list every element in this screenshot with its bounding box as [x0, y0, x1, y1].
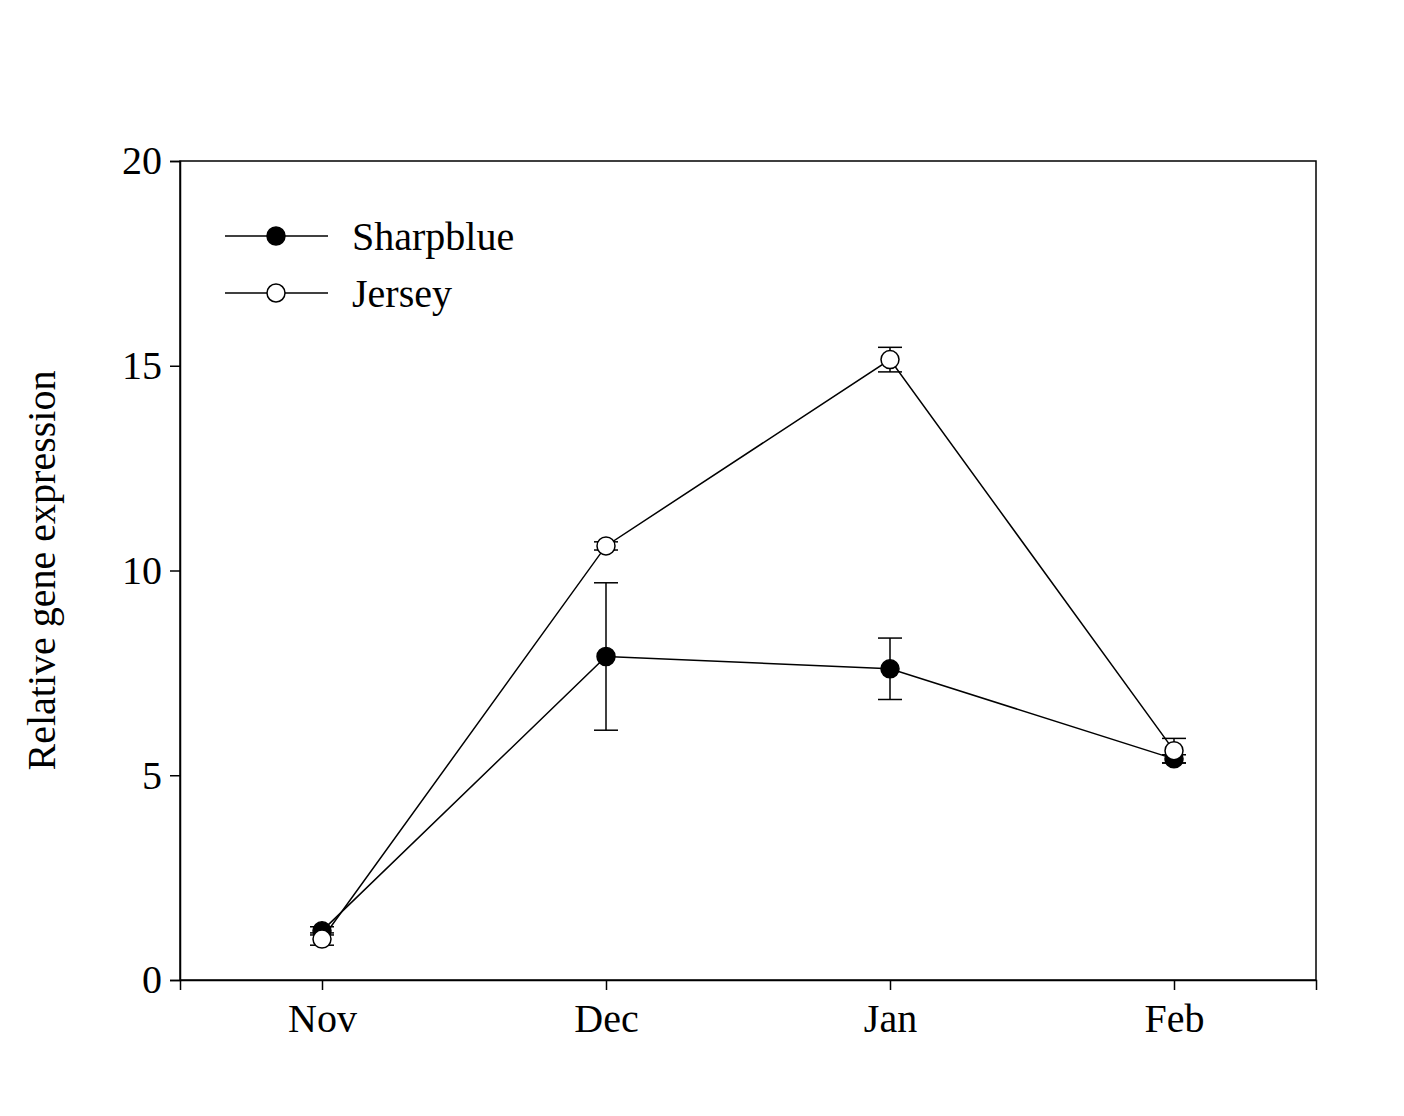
data-point [1165, 742, 1183, 760]
legend-label: Jersey [352, 271, 452, 316]
data-point [313, 930, 331, 948]
error-bar [878, 638, 902, 699]
y-tick-mark [170, 980, 180, 982]
x-tick-label: Jan [864, 996, 917, 1041]
x-tick-label: Dec [574, 996, 638, 1041]
y-tick-label: 0 [142, 957, 162, 1002]
error-cap [594, 729, 618, 731]
y-tick-label: 10 [122, 548, 162, 593]
error-cap [594, 582, 618, 584]
data-point [881, 660, 899, 678]
y-tick: 5 [142, 753, 180, 798]
x-tick: Dec [574, 980, 638, 1041]
x-tick-mark [606, 980, 608, 990]
series-line [322, 656, 1174, 930]
x-tick-mark [1174, 980, 1176, 990]
data-point [881, 351, 899, 369]
legend-marker [267, 284, 285, 302]
chart: 0 5 10 15 20 Nov Dec Jan Feb Relative gene expres… [0, 0, 1404, 1116]
error-bar [594, 583, 618, 730]
y-axis-title: Relative gene expression [19, 371, 64, 771]
y-tick: 20 [122, 138, 180, 183]
y-tick-label: 20 [122, 138, 162, 183]
x-tick-mark [890, 980, 892, 990]
legend-label: Sharpblue [352, 214, 514, 259]
error-cap [878, 347, 902, 349]
y-tick: 0 [142, 957, 180, 1002]
error-cap [1162, 738, 1186, 740]
y-tick-label: 5 [142, 753, 162, 798]
x-axis: Nov Dec Jan Feb [181, 980, 1317, 1041]
plot-area [310, 347, 1186, 948]
y-axis: 0 5 10 15 20 [122, 138, 181, 1002]
x-tick: Feb [1145, 980, 1205, 1041]
data-point [597, 537, 615, 555]
y-tick: 15 [122, 343, 180, 388]
legend-marker [267, 227, 285, 245]
legend: Sharpblue Jersey [225, 214, 514, 316]
series-line [322, 360, 1174, 939]
y-axis-line [170, 162, 181, 981]
y-tick-mark [170, 570, 180, 572]
legend-item: Jersey [225, 271, 452, 316]
error-cap [878, 699, 902, 701]
x-tick: Nov [288, 980, 357, 1041]
error-cap [878, 371, 902, 373]
x-tick-label: Feb [1145, 996, 1205, 1041]
x-tick-label: Nov [288, 996, 357, 1041]
y-tick-label: 15 [122, 343, 162, 388]
x-axis-line [181, 981, 1317, 991]
y-tick-mark [170, 366, 180, 368]
y-tick: 10 [122, 548, 180, 593]
y-tick-mark [170, 775, 180, 777]
plot-frame [180, 161, 1316, 980]
y-tick-mark [170, 161, 180, 163]
x-tick-mark [322, 980, 324, 990]
data-point [597, 647, 615, 665]
error-bar [878, 347, 902, 372]
x-tick: Jan [864, 980, 917, 1041]
error-cap [878, 637, 902, 639]
legend-item: Sharpblue [225, 214, 514, 259]
